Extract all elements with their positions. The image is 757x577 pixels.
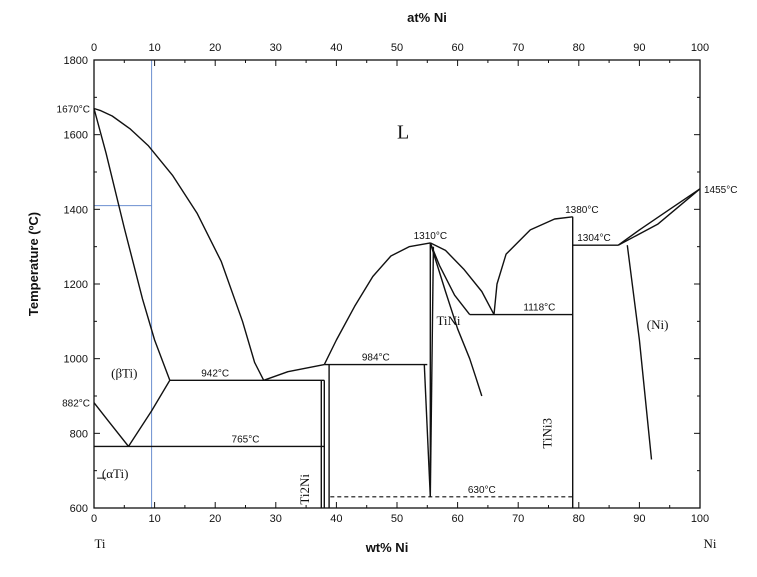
phase-label: (Ni) [647,317,669,332]
x2-tick-label: 30 [270,42,282,54]
x2-tick-label: 10 [148,42,160,54]
phase-boundary-line [93,402,130,447]
y-axis-label: Temperature (ºC) [26,212,41,316]
temperature-label: 1380°C [565,205,598,216]
axis-ticks [93,59,701,509]
phase-label: (βTi) [111,365,137,380]
temperature-label: 1310°C [414,231,447,242]
x2-tick-label: 0 [91,42,97,54]
x-tick-label: 0 [91,513,97,525]
x-tick-label: 100 [691,513,709,525]
phase-boundaries [93,107,701,508]
x2-tick-label: 90 [633,42,645,54]
phase-boundary-line [93,107,265,381]
y-tick-label: 1200 [64,279,88,291]
phase-boundary-line [626,245,653,460]
x-tick-label: 70 [512,513,524,525]
x2-tick-label: 50 [391,42,403,54]
y-tick-label: 1600 [64,130,88,142]
x2-tick-label: 100 [691,42,709,54]
temperature-label: 1304°C [577,233,610,244]
phase-label-liquid: L [397,121,409,143]
phase-label-ti2ni: Ti2Ni [297,474,312,505]
x2-tick-label: 40 [330,42,342,54]
x2-tick-label: 70 [512,42,524,54]
guide-lines [94,60,153,508]
y-tick-label: 1400 [64,204,88,216]
phase-label: TiNi [436,313,460,328]
temperature-label: 1670°C [57,105,90,116]
phase-label-tini3: TiNi3 [540,418,555,449]
x-tick-label: 20 [209,513,221,525]
phase-boundary-line [423,364,431,497]
y-tick-label: 600 [70,503,88,515]
x-tick-label: 10 [148,513,160,525]
y-tick-label: 1000 [64,354,88,366]
phase-boundary-line [429,246,435,497]
temperature-label: 630°C [468,485,496,496]
x-tick-label: 60 [451,513,463,525]
temperature-label: 1455°C [704,185,737,196]
temperature-label: 942°C [201,368,229,379]
end-label-ti: Ti [94,536,105,551]
x2-tick-label: 60 [451,42,463,54]
phase-boundary-line [429,242,495,315]
x-tick-label: 30 [270,513,282,525]
x2-axis-label: at% Ni [407,10,447,25]
x2-tick-label: 20 [209,42,221,54]
phase-boundary-line [429,242,483,397]
phase-boundary-line [617,188,701,246]
phase-boundary-line [263,363,325,381]
x-tick-label: 40 [330,513,342,525]
x-tick-label: 50 [391,513,403,525]
phase-boundary-line [127,379,171,447]
y-tick-label: 800 [70,428,88,440]
temperature-label: 1118°C [523,303,555,314]
temperature-label: 765°C [232,434,260,445]
phase-label: (αTi) [102,466,129,481]
x-tick-label: 80 [573,513,585,525]
temperature-label: 984°C [362,353,390,364]
phase-boundary-line [493,216,573,315]
chart-text: 0 10 20 30 40 50 60 70 80 90 1000 10 20 30 40 50 60 70 80 9… [26,10,737,555]
phase-boundary-line [323,242,431,365]
y-tick-label: 1800 [64,55,88,67]
x-tick-label: 90 [633,513,645,525]
x-axis-label: wt% Ni [365,540,409,555]
temperature-label: 882°C [62,399,90,410]
phase-boundary-line [93,108,171,381]
phase-boundary-line [429,242,471,316]
x2-tick-label: 80 [573,42,585,54]
end-label-ni: Ni [704,536,717,551]
phase-boundary-line [617,188,701,246]
